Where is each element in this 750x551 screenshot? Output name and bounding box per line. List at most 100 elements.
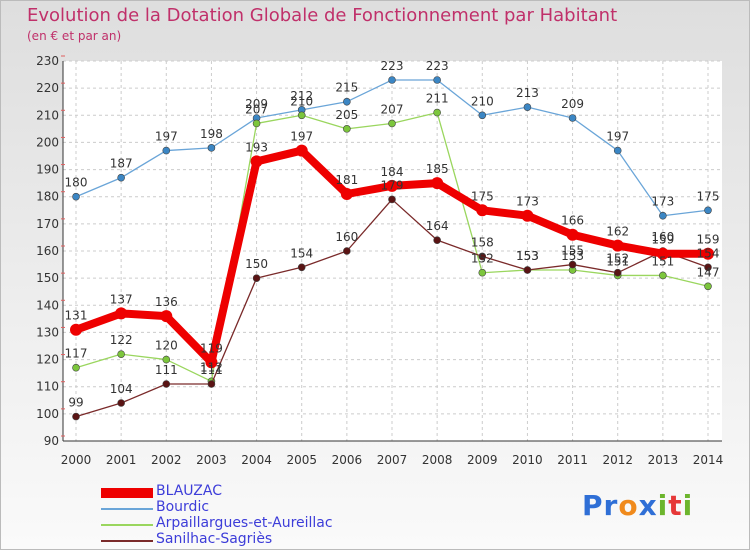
- x-tick-label: 2006: [332, 453, 363, 467]
- data-point: [476, 204, 489, 217]
- data-label: 150: [245, 257, 268, 271]
- data-label: 160: [651, 230, 674, 244]
- y-tick-label: 120: [36, 353, 59, 367]
- data-label: 112: [200, 360, 223, 374]
- data-point: [388, 195, 396, 204]
- data-point: [478, 111, 487, 120]
- data-label: 153: [516, 249, 539, 263]
- data-label: 197: [155, 130, 178, 144]
- data-point: [611, 239, 624, 252]
- data-label: 223: [426, 59, 449, 73]
- data-point: [386, 179, 398, 192]
- data-label: 136: [155, 295, 178, 309]
- data-point: [568, 114, 577, 122]
- y-tick-label: 130: [36, 325, 59, 339]
- data-label: 111: [155, 363, 178, 377]
- data-label: 215: [335, 81, 358, 95]
- logo-letter: r: [603, 489, 619, 522]
- data-label: 223: [381, 59, 404, 73]
- data-label: 166: [561, 214, 584, 228]
- data-point: [523, 103, 532, 111]
- y-tick-label: 110: [36, 380, 59, 394]
- x-tick-label: 2012: [602, 453, 633, 467]
- data-point: [117, 350, 125, 358]
- data-label: 153: [561, 249, 584, 263]
- data-point: [478, 268, 487, 277]
- logo-letter: t: [668, 489, 683, 522]
- data-point: [250, 155, 263, 168]
- legend-swatch: [101, 488, 153, 498]
- data-label: 175: [471, 189, 494, 203]
- data-label: 155: [561, 244, 584, 258]
- data-label: 181: [335, 173, 358, 187]
- data-point: [70, 323, 82, 336]
- data-point: [72, 363, 80, 372]
- data-label: 119: [200, 341, 223, 355]
- data-label: 184: [381, 165, 404, 179]
- data-point: [568, 260, 577, 269]
- data-point: [162, 146, 171, 155]
- data-label: 151: [651, 254, 674, 268]
- x-tick-label: 2004: [241, 453, 272, 467]
- y-tick-label: 220: [36, 81, 59, 95]
- y-tick-label: 180: [36, 190, 59, 204]
- x-tick-label: 2008: [422, 453, 453, 467]
- data-label: 158: [471, 235, 494, 249]
- legend-swatch: [101, 540, 153, 542]
- data-point: [205, 356, 218, 369]
- data-point: [162, 380, 171, 388]
- legend-label: Sanilhac-Sagriès: [156, 531, 273, 547]
- data-point: [702, 247, 714, 260]
- data-label: 162: [606, 225, 629, 239]
- data-point: [252, 274, 261, 282]
- data-label: 152: [471, 252, 494, 266]
- x-tick-label: 2009: [467, 453, 498, 467]
- legend-swatch: [101, 524, 153, 526]
- data-label: 213: [516, 86, 539, 100]
- data-label: 179: [381, 178, 404, 192]
- data-label: 198: [200, 127, 223, 141]
- data-label: 154: [290, 246, 313, 260]
- data-label: 154: [697, 246, 720, 260]
- data-label: 147: [697, 265, 720, 279]
- data-point: [433, 108, 441, 117]
- y-tick-label: 210: [36, 108, 59, 122]
- data-point: [343, 97, 351, 106]
- data-point: [656, 247, 669, 260]
- x-tick-label: 2014: [693, 453, 724, 467]
- data-point: [343, 125, 351, 133]
- data-label: 210: [290, 94, 313, 108]
- proxiti-logo: Proxiti: [582, 489, 693, 522]
- data-point: [295, 144, 308, 157]
- data-label: 209: [245, 97, 268, 111]
- data-label: 173: [651, 195, 674, 209]
- data-label: 212: [290, 89, 313, 103]
- data-point: [704, 282, 712, 291]
- data-label: 180: [65, 176, 88, 190]
- data-label: 122: [110, 333, 133, 347]
- data-label: 209: [561, 97, 584, 111]
- x-tick-label: 2013: [648, 453, 679, 467]
- data-label: 207: [245, 102, 268, 116]
- data-point: [431, 177, 444, 190]
- x-tick-label: 2005: [286, 453, 317, 467]
- y-tick-label: 150: [36, 271, 59, 285]
- data-label: 159: [651, 233, 674, 247]
- data-label: 104: [110, 382, 133, 396]
- data-point: [566, 228, 579, 241]
- data-label: 131: [65, 309, 88, 323]
- chart-title: Evolution de la Dotation Globale de Fonc…: [27, 5, 618, 26]
- x-tick-label: 2000: [61, 453, 92, 467]
- data-point: [433, 236, 441, 244]
- data-point: [297, 263, 306, 272]
- data-point: [207, 380, 216, 388]
- data-point: [659, 271, 667, 280]
- x-tick-label: 2010: [512, 453, 543, 467]
- data-point: [117, 173, 125, 182]
- data-point: [613, 146, 622, 155]
- legend-swatch: [101, 508, 153, 510]
- data-point: [162, 355, 171, 364]
- data-point: [659, 211, 667, 220]
